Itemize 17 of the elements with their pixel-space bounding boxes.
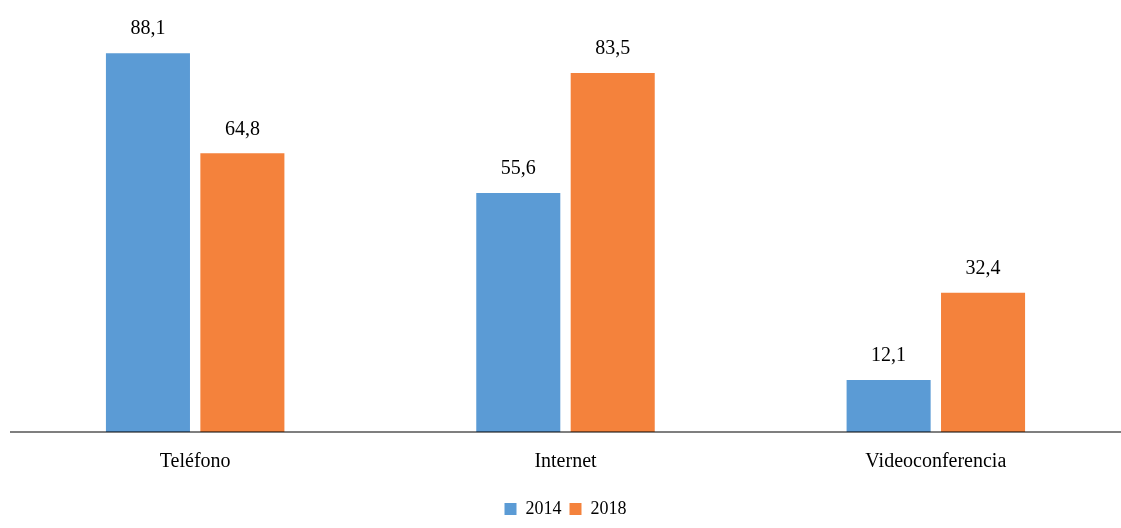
- data-label: 64,8: [224, 116, 260, 139]
- bar: [476, 192, 561, 432]
- bar: [200, 153, 285, 432]
- bar: [105, 53, 190, 432]
- x-tick-label: Videoconferencia: [865, 449, 1007, 472]
- bar: [846, 379, 931, 432]
- legend-label: 2018: [590, 497, 627, 518]
- bar: [570, 72, 655, 432]
- x-tick-label: Internet: [534, 449, 598, 472]
- data-label: 83,5: [595, 36, 631, 59]
- bar: [941, 292, 1026, 432]
- data-label: 55,6: [500, 156, 536, 179]
- data-label: 12,1: [871, 343, 907, 366]
- x-tick-label: Teléfono: [159, 449, 231, 472]
- data-label: 88,1: [130, 16, 166, 39]
- data-label: 32,4: [965, 255, 1001, 278]
- legend-label: 2014: [525, 497, 562, 518]
